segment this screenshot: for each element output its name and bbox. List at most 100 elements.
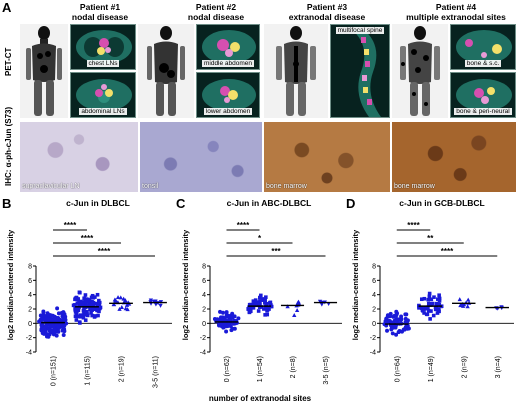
data-point <box>263 313 267 317</box>
data-point <box>63 316 67 320</box>
data-point <box>248 311 252 315</box>
data-point <box>89 311 93 315</box>
patient-2-title-line1: Patient #2 <box>176 2 256 12</box>
patient-3-title-line2: extranodal disease <box>282 12 372 22</box>
panel-a-letter: A <box>2 0 11 15</box>
patient-1-ct-label-1: chest LNs <box>71 60 135 67</box>
chart-d-plot: -4 -2 0 2 4 6 8 0 (n=64) 1 (n=49) 2 (n=9) 3 (n=4) *… <box>358 208 518 388</box>
patient-4-title-line1: Patient #4 <box>392 2 520 12</box>
y-tick-label: 0 <box>372 321 376 328</box>
data-point <box>72 304 76 308</box>
x-tick-label: 0 (n=151) <box>51 356 58 386</box>
data-point <box>217 324 221 328</box>
data-point <box>394 333 398 337</box>
data-point <box>82 316 86 320</box>
data-point <box>263 299 267 303</box>
data-point <box>84 293 88 297</box>
patient-2-ct-image-2: lower abdomen <box>196 72 260 118</box>
x-tick-label: 3-5 (n=5) <box>323 356 330 385</box>
y-tick-label: 0 <box>202 321 206 328</box>
data-point <box>432 314 436 318</box>
x-tick-label: 1 (n=115) <box>85 356 92 386</box>
x-tick-label: 1 (n=54) <box>257 356 264 382</box>
patient-1-ct-image-2: abdominal LNs <box>70 72 136 118</box>
x-tick-label: 2 (n=8) <box>290 356 297 378</box>
data-point <box>426 298 430 302</box>
data-point <box>62 326 66 330</box>
patient-3-ihc-label: bone marrow <box>266 183 307 190</box>
significance-label: **** <box>441 247 454 256</box>
y-tick-label: 4 <box>202 292 206 299</box>
panel-c-letter: C <box>176 196 185 211</box>
y-tick-label: -2 <box>200 335 206 342</box>
patient-1-ct-image-1: chest LNs <box>70 24 136 70</box>
panel-d-letter: D <box>346 196 355 211</box>
significance-label: *** <box>271 247 281 256</box>
data-point <box>393 325 397 329</box>
patient-2-ct-image-1: middle abdomen <box>196 24 260 70</box>
data-point <box>407 327 411 331</box>
significance-label: **** <box>64 221 77 230</box>
data-point <box>428 295 432 299</box>
data-point <box>428 317 432 321</box>
data-point <box>87 300 91 304</box>
x-tick-label: 2 (n=19) <box>119 356 126 382</box>
patient-1-ct-label-2: abdominal LNs <box>71 108 135 115</box>
data-point <box>246 307 250 311</box>
data-point <box>85 310 89 314</box>
data-point <box>91 296 95 300</box>
data-point <box>432 295 436 299</box>
data-point <box>423 307 427 311</box>
data-point <box>403 328 407 332</box>
y-tick-label: 2 <box>202 307 206 314</box>
data-point <box>218 310 222 314</box>
y-tick-label: 6 <box>202 278 206 285</box>
y-tick-label: -4 <box>26 350 32 357</box>
data-point <box>384 319 388 323</box>
data-point <box>63 312 67 316</box>
data-point <box>385 329 389 333</box>
patient-1-pet-mip-image <box>20 24 68 118</box>
data-point <box>254 298 258 302</box>
significance-label: **** <box>98 247 111 256</box>
x-tick-label: 0 (n=64) <box>394 356 401 382</box>
significance-label: ** <box>427 234 434 243</box>
data-point <box>438 299 442 303</box>
data-point <box>49 329 53 333</box>
x-tick-label: 3 (n=4) <box>495 356 502 378</box>
patient-1-title-line1: Patient #1 <box>60 2 140 12</box>
data-point <box>120 305 124 309</box>
patient-4-ct-image-2: bone & peri-neural <box>450 72 516 118</box>
y-tick-label: 6 <box>28 278 32 285</box>
data-point <box>259 294 263 298</box>
x-tick-label: 2 (n=9) <box>461 356 468 378</box>
data-point <box>55 306 59 310</box>
significance-label: * <box>258 234 262 243</box>
data-point <box>387 319 391 323</box>
data-point <box>93 315 97 319</box>
data-point <box>158 304 162 308</box>
data-point <box>426 313 430 317</box>
patient-3-ct-label-1: multifocal spine <box>331 27 389 34</box>
data-point <box>465 304 469 308</box>
data-point <box>437 293 441 297</box>
data-point <box>392 319 396 323</box>
chart-d-title: c-Jun in GCB-DLBCL <box>364 198 520 208</box>
row-label-pet-ct: PET-CT <box>4 48 13 76</box>
data-point <box>42 327 46 331</box>
patient-2-pet-mip-image <box>138 24 194 118</box>
patient-4-ct-label-1: bone & s.c. <box>451 60 515 67</box>
y-tick-label: 2 <box>372 307 376 314</box>
patient-3-pet-mip-image <box>264 24 328 118</box>
data-point <box>257 309 261 313</box>
patient-4-ct-label-2: bone & peri-neural <box>451 108 515 115</box>
data-point <box>57 326 61 330</box>
patient-2-ihc-image: tonsil <box>140 122 262 192</box>
y-tick-label: 8 <box>28 264 32 271</box>
data-point <box>269 301 273 305</box>
patient-2-title: Patient #2 nodal disease <box>176 2 256 22</box>
data-point <box>78 302 82 306</box>
data-point <box>75 318 79 322</box>
y-tick-label: -2 <box>26 335 32 342</box>
patient-2-ct-label-1: middle abdomen <box>197 60 259 67</box>
